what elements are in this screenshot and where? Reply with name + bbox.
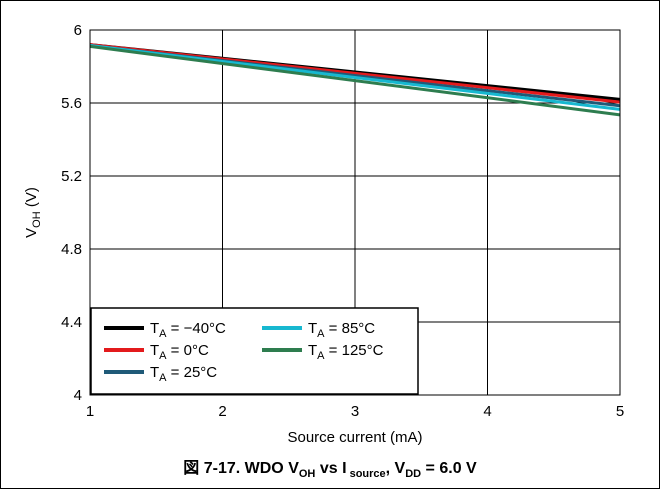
legend: TA = −40°CTA = 0°CTA = 25°C TA = 85°CTA =…	[90, 307, 419, 395]
y-tick-label-2: 4.8	[61, 241, 82, 258]
figure-caption: 図 7-17. WDO VOH vs I source, VDD = 6.0 V	[183, 460, 477, 481]
plot-area-border	[89, 29, 621, 396]
y-tick-label-5: 6	[74, 22, 82, 39]
y-axis-ticks: 4 4.4 4.8 5.2 5.6 6	[61, 22, 82, 404]
legend-box	[90, 307, 419, 395]
series-line-4	[89, 44, 621, 117]
legend-label-3: TA = 85°C	[308, 320, 375, 340]
data-series	[89, 43, 621, 117]
y-tick-label-3: 5.2	[61, 168, 82, 185]
x-tick-label-3: 4	[483, 403, 491, 420]
y-tick-label-4: 5.6	[61, 95, 82, 112]
y-axis-label: VOH (V)	[23, 187, 43, 238]
y-tick-label-0: 4	[74, 387, 82, 404]
legend-label-2: TA = 25°C	[150, 364, 217, 384]
x-axis-ticks: 1 2 3 4 5	[86, 403, 624, 420]
legend-label-4: TA = 125°C	[308, 342, 384, 362]
x-tick-label-0: 1	[86, 403, 94, 420]
series-line-3	[89, 44, 621, 111]
wdo-voh-chart: 1 2 3 4 5 4 4.4 4.8 5.2 5.6 6 Source current (mA)…	[23, 22, 624, 446]
x-axis-label: Source current (mA)	[287, 429, 422, 446]
x-tick-label-2: 3	[351, 403, 359, 420]
x-tick-label-1: 2	[218, 403, 226, 420]
x-tick-label-4: 5	[616, 403, 624, 420]
legend-label-0: TA = −40°C	[150, 320, 226, 340]
y-tick-label-1: 4.4	[61, 314, 82, 331]
legend-label-1: TA = 0°C	[150, 342, 209, 362]
